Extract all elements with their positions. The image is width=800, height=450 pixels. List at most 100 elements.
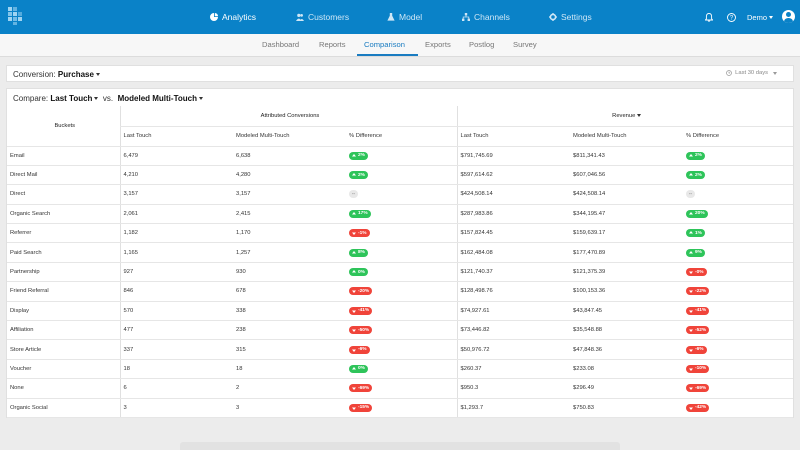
conversions-last-touch: 2,061: [119, 204, 233, 225]
revenue-difference: -41%: [683, 301, 793, 322]
column-header-modeled[interactable]: Modeled Multi-Touch: [233, 126, 346, 147]
group-header-conversions: Attributed Conversions: [119, 106, 457, 127]
arrow-up-icon: [689, 173, 693, 176]
arrow-down-icon: [352, 349, 356, 352]
table-row[interactable]: Affiliation 477 238 -50% $73,446.82 $35,548.8…: [7, 320, 793, 341]
conversions-last-touch: 337: [119, 339, 233, 360]
user-menu[interactable]: Demo: [747, 11, 774, 23]
arrow-down-icon: [689, 387, 693, 391]
bucket-name: Store Article: [7, 339, 120, 360]
difference-badge: -6%: [349, 345, 370, 354]
nav-item-settings[interactable]: Settings: [549, 11, 592, 23]
table-row[interactable]: Email 6,479 6,638 2% $791,745.69 $811,341.43 2…: [7, 146, 793, 166]
avatar[interactable]: [782, 10, 795, 23]
revenue-difference: -0%: [683, 262, 793, 283]
revenue-last-touch: $74,927.61: [456, 301, 570, 322]
tab-comparison[interactable]: Comparison: [364, 40, 405, 49]
bucket-name: None: [7, 378, 120, 399]
difference-badge: 2%: [686, 151, 705, 160]
difference-badge: -41%: [686, 306, 710, 315]
revenue-difference: 9%: [683, 242, 793, 263]
difference-badge: -42%: [686, 403, 710, 412]
revenue-last-touch: $260.37: [456, 359, 570, 380]
bucket-name: Direct Mail: [7, 165, 120, 186]
revenue-difference: -52%: [683, 320, 793, 341]
column-header-difference[interactable]: % Difference: [683, 126, 793, 147]
user-name: Demo: [747, 12, 768, 22]
revenue-last-touch: $73,446.82: [456, 320, 570, 341]
table-row[interactable]: Organic Search 2,061 2,415 17% $287,983.86 $3…: [7, 204, 793, 225]
arrow-up-icon: [352, 173, 356, 176]
revenue-modeled: $607,046.56: [570, 165, 683, 186]
conversions-difference: -50%: [346, 320, 457, 341]
difference-badge: -69%: [349, 384, 373, 393]
table-row[interactable]: Voucher 18 18 0% $260.37 $233.08 -10%: [7, 359, 793, 380]
arrow-down-icon: [352, 407, 356, 410]
column-header-last-touch[interactable]: Last Touch: [456, 126, 570, 147]
clock-icon: [726, 70, 732, 76]
difference-badge: -41%: [349, 306, 373, 315]
compare-left-select[interactable]: Last Touch: [50, 94, 99, 103]
compare-vs: vs.: [102, 94, 114, 103]
conversions-difference: -20%: [346, 281, 457, 302]
conversions-modeled: 1,257: [233, 242, 346, 263]
comparison-panel: Compare: Last Touch vs. Modeled Multi-To…: [6, 88, 794, 418]
conversions-last-touch: 3,157: [119, 184, 233, 205]
conversions-difference: 0%: [346, 359, 457, 380]
difference-badge: 20%: [686, 209, 708, 218]
column-header-modeled[interactable]: Modeled Multi-Touch: [570, 126, 683, 147]
difference-badge: 0%: [349, 364, 368, 373]
chevron-down-icon: [198, 97, 203, 101]
table-row[interactable]: None 6 2 -69% $950.3 $296.49 -69%: [7, 378, 793, 399]
table-row[interactable]: Store Article 337 315 -6% $50,976.72 $47,848.…: [7, 339, 793, 360]
revenue-difference: --: [683, 184, 793, 205]
difference-badge-neutral: --: [349, 190, 358, 199]
compare-label: Compare:: [13, 94, 49, 103]
tab-exports[interactable]: Exports: [425, 40, 451, 49]
table-row[interactable]: Paid Search 1,165 1,257 8% $162,484.08 $177,4…: [7, 242, 793, 263]
revenue-last-touch: $791,745.69: [456, 146, 570, 166]
arrow-down-icon: [689, 329, 693, 333]
app-logo[interactable]: [8, 7, 22, 25]
compare-right-select[interactable]: Modeled Multi-Touch: [118, 94, 203, 103]
difference-badge: 0%: [349, 268, 368, 277]
tab-reports[interactable]: Reports: [319, 40, 346, 49]
column-header-difference[interactable]: % Difference: [346, 126, 457, 147]
conversions-last-touch: 1,182: [119, 223, 233, 244]
column-header-buckets: Buckets: [7, 106, 120, 147]
nav-item-label: Channels: [474, 12, 510, 22]
nav-item-customers[interactable]: Customers: [296, 11, 349, 23]
difference-badge: 8%: [349, 248, 368, 257]
table-row[interactable]: Direct Mail 4,210 4,280 2% $597,614.62 $607,0…: [7, 165, 793, 186]
nav-item-channels[interactable]: Channels: [462, 11, 510, 23]
tab-postlog[interactable]: Postlog: [469, 40, 495, 49]
help-button[interactable]: ?: [727, 11, 736, 23]
table-row[interactable]: Friend Referral 846 678 -20% $128,498.76 $100…: [7, 281, 793, 302]
date-range-selector[interactable]: Last 30 days: [726, 70, 777, 76]
table-row[interactable]: Referrer 1,182 1,170 -1% $157,824.45 $159,639…: [7, 223, 793, 244]
bucket-name: Referrer: [7, 223, 120, 244]
arrow-up-icon: [689, 211, 693, 215]
arrow-up-icon: [352, 366, 356, 370]
nav-item-analytics[interactable]: Analytics: [210, 11, 256, 23]
table-row[interactable]: Partnership 927 930 0% $121,740.37 $121,375.3…: [7, 262, 793, 283]
active-tab-indicator: [357, 54, 418, 56]
revenue-modeled: $47,848.36: [570, 339, 683, 360]
revenue-last-touch: $950.3: [456, 378, 570, 399]
tab-dashboard[interactable]: Dashboard: [262, 40, 300, 49]
arrow-down-icon: [689, 310, 693, 313]
chevron-down-icon: [95, 73, 100, 77]
table-row[interactable]: Display 570 338 -41% $74,927.61 $43,847.45 -41…: [7, 301, 793, 322]
conversions-modeled: 3: [233, 398, 346, 418]
revenue-modeled: $233.08: [570, 359, 683, 380]
conversion-selector[interactable]: Conversion: Purchase: [13, 70, 100, 79]
arrow-up-icon: [689, 231, 693, 234]
tab-survey[interactable]: Survey: [513, 40, 537, 49]
group-header-revenue[interactable]: Revenue: [456, 106, 793, 127]
column-header-last-touch[interactable]: Last Touch: [119, 126, 233, 147]
table-row[interactable]: Direct 3,157 3,157 -- $424,508.14 $424,508.14…: [7, 184, 793, 205]
chevron-down-icon: [637, 113, 642, 117]
notifications-button[interactable]: [705, 11, 713, 23]
table-row[interactable]: Organic Social 3 3 -15% $1,293.7 $750.83 -42%: [7, 398, 793, 418]
nav-item-model[interactable]: Model: [387, 11, 422, 23]
